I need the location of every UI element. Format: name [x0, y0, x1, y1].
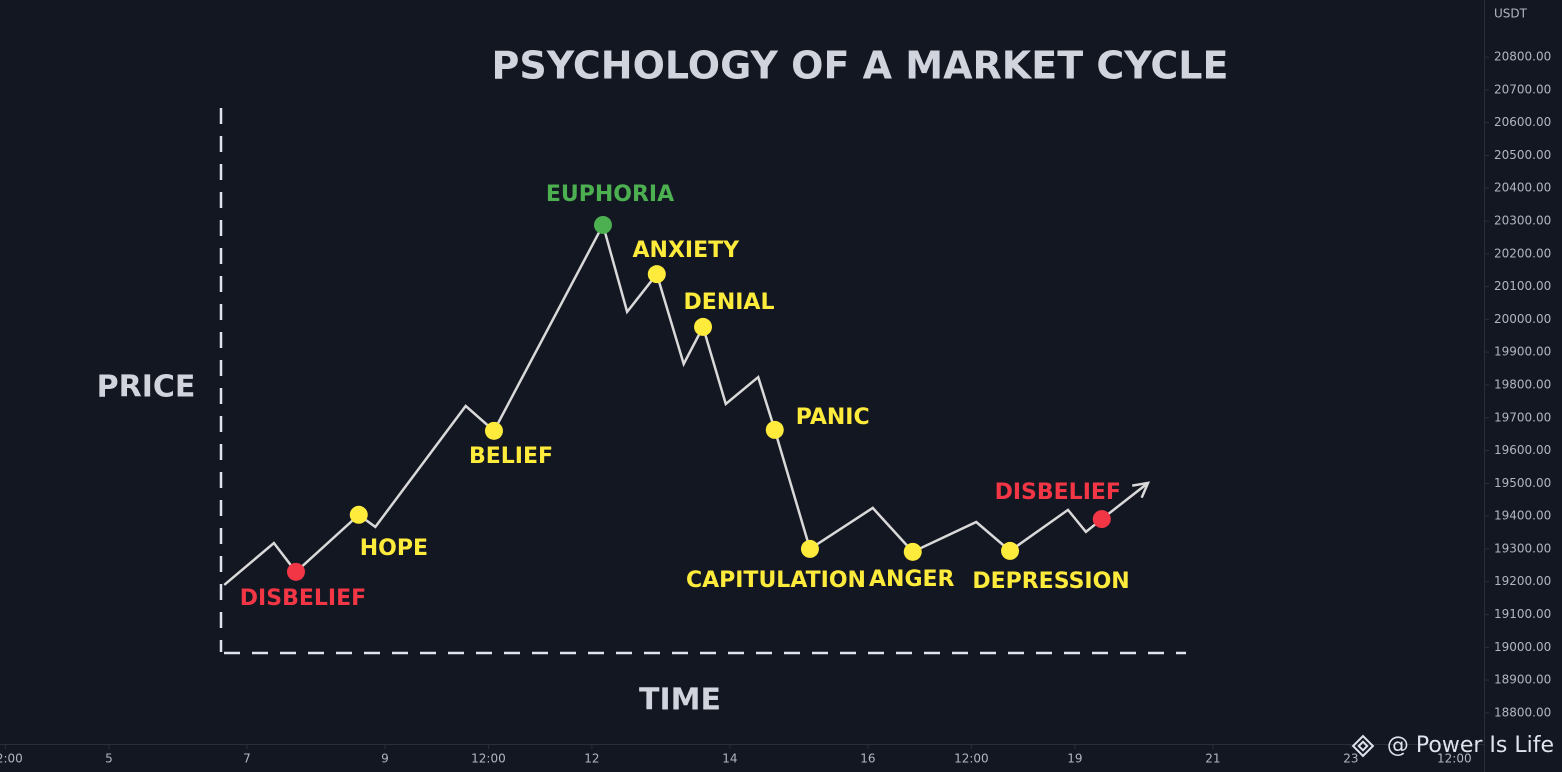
stage-marker [765, 420, 784, 439]
stage-marker [1001, 541, 1020, 560]
stage-marker [647, 265, 666, 284]
y-tick-label: 18900.00 [1494, 673, 1551, 687]
y-tick-label: 19400.00 [1494, 509, 1551, 523]
stage-label: BELIEF [469, 444, 553, 469]
price-line [223, 221, 1149, 586]
stage-label: PANIC [796, 405, 870, 430]
x-tick-label: 16 [860, 752, 875, 766]
watermark-icon [1351, 734, 1375, 758]
y-tick-label: 19000.00 [1494, 640, 1551, 654]
x-tick-label: 9 [381, 752, 389, 766]
y-tick-label: 19700.00 [1494, 410, 1551, 424]
price-unit: USDT [1494, 7, 1528, 21]
x-tick-label: 5 [105, 752, 113, 766]
x-axis-label: TIME [639, 683, 721, 718]
x-tick-label: 21 [1205, 752, 1220, 766]
y-tick-label: 20300.00 [1494, 214, 1551, 228]
x-tick-label: 23 [1343, 752, 1358, 766]
stage-label: DEPRESSION [972, 569, 1129, 594]
stage-label: CAPITULATION [686, 568, 866, 593]
stage-label: ANXIETY [633, 238, 741, 263]
stage-label: DISBELIEF [995, 480, 1121, 505]
stage-marker [694, 317, 713, 336]
y-axis-label: PRICE [97, 370, 196, 405]
y-tick-label: 19600.00 [1494, 443, 1551, 457]
stage-label: DENIAL [684, 290, 775, 315]
y-tick-label: 20200.00 [1494, 246, 1551, 260]
x-tick-label: 19 [1067, 752, 1082, 766]
y-tick-label: 19200.00 [1494, 574, 1551, 588]
stage-marker [1092, 510, 1111, 529]
chart-title: PSYCHOLOGY OF A MARKET CYCLE [492, 44, 1229, 88]
y-tick-label: 20600.00 [1494, 115, 1551, 129]
y-tick-label: 20100.00 [1494, 279, 1551, 293]
y-tick-label: 20500.00 [1494, 148, 1551, 162]
y-tick-label: 19500.00 [1494, 476, 1551, 490]
y-tick-label: 19300.00 [1494, 541, 1551, 555]
x-tick-label: 14 [722, 752, 737, 766]
y-tick-label: 19800.00 [1494, 377, 1551, 391]
stage-marker [903, 542, 922, 561]
y-tick-label: 19900.00 [1494, 345, 1551, 359]
x-tick-label: 12 [584, 752, 599, 766]
y-tick-label: 20700.00 [1494, 82, 1551, 96]
x-tick-label: 7 [243, 752, 251, 766]
y-tick-label: 20000.00 [1494, 312, 1551, 326]
stage-label: ANGER [869, 567, 955, 592]
y-tick-label: 19100.00 [1494, 607, 1551, 621]
stage-label: HOPE [360, 536, 428, 561]
stage-marker [593, 215, 612, 234]
y-tick-label: 20400.00 [1494, 181, 1551, 195]
stage-label: DISBELIEF [240, 586, 366, 611]
x-tick-label: 12:00 [954, 752, 989, 766]
y-tick-label: 18800.00 [1494, 705, 1551, 719]
x-tick-label: 12:00 [471, 752, 506, 766]
watermark: @ Power Is Life [1387, 733, 1554, 758]
y-tick-label: 20800.00 [1494, 50, 1551, 64]
x-tick-label: 12:00 [1437, 752, 1472, 766]
arrow-head [1132, 481, 1151, 499]
stage-marker [349, 505, 368, 524]
stage-marker [484, 421, 503, 440]
stage-label: EUPHORIA [546, 182, 674, 207]
stage-marker [800, 539, 819, 558]
stage-marker [286, 562, 305, 581]
x-tick-label: 12:00 [0, 752, 23, 766]
